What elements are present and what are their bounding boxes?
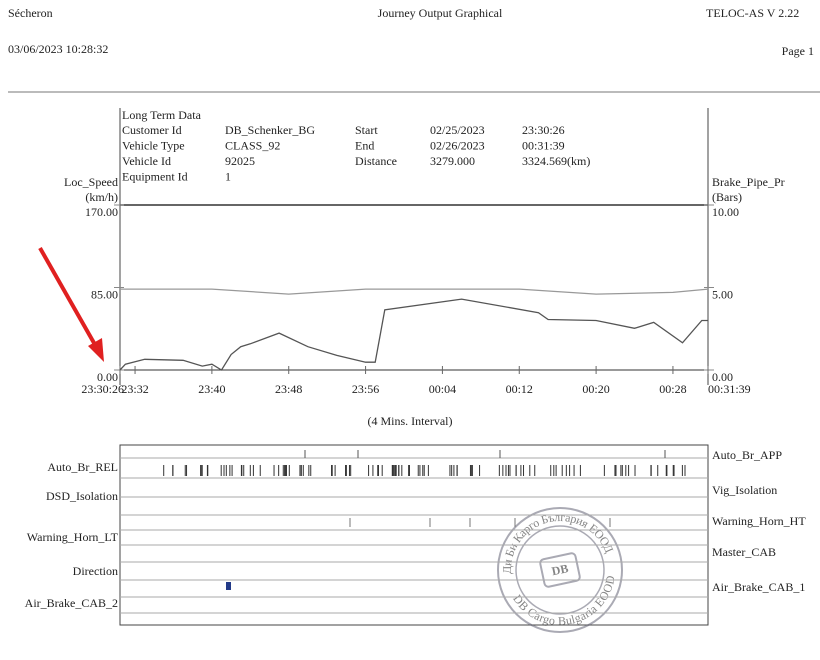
x-tick-label: 00:28 [659, 382, 686, 396]
info-cell: 23:30:26 [522, 123, 565, 137]
stamp-center: DB [550, 561, 569, 578]
series-line [119, 298, 708, 371]
x-tick-label: 23:56 [352, 382, 379, 396]
channel-label: Warning_Horn_LT [27, 530, 119, 544]
y-tick-label: 0.00 [97, 370, 118, 384]
y-axis-label: (km/h) [85, 190, 118, 204]
y2-tick-label: 5.00 [712, 287, 733, 301]
channel-label: Vig_Isolation [712, 483, 777, 497]
header-left: Sécheron [8, 6, 53, 20]
arrow-head [88, 338, 104, 362]
info-cell: 3324.569(km) [522, 154, 590, 168]
info-cell: 92025 [225, 154, 255, 168]
channel-label: Air_Brake_CAB_1 [712, 580, 805, 594]
x-axis-label: (4 Mins. Interval) [368, 414, 453, 428]
info-cell: Customer Id [122, 123, 182, 137]
stamp-ring [497, 507, 623, 633]
x-tick-label: 00:20 [582, 382, 609, 396]
x-tick-label: 23:32 [121, 382, 148, 396]
info-cell: End [355, 138, 374, 152]
y-axis-label: Loc_Speed [64, 175, 118, 189]
info-cell: Vehicle Type [122, 138, 185, 152]
channel-label: Air_Brake_CAB_2 [25, 596, 118, 610]
header-page: Page 1 [782, 44, 814, 58]
x-tick-label: 00:12 [506, 382, 533, 396]
x-tick-label: 23:30:26 [81, 382, 124, 396]
y2-tick-label: 0.00 [712, 370, 733, 384]
channel-frame [119, 444, 709, 626]
info-cell: 3279.000 [430, 154, 475, 168]
x-tick-label: 23:40 [198, 382, 225, 396]
info-cell: Distance [355, 154, 397, 168]
series-line [120, 288, 709, 295]
channel-label: DSD_Isolation [46, 489, 118, 503]
info-cell: 02/25/2023 [430, 123, 485, 137]
channel-label: Direction [73, 564, 118, 578]
stamp-logo [539, 552, 581, 588]
event-block [226, 582, 231, 590]
stamp-text: DB Cargo Bulgaria EOOD [509, 571, 626, 638]
x-tick-label: 00:04 [429, 382, 456, 396]
info-cell: CLASS_92 [225, 138, 280, 152]
arrow [38, 247, 100, 351]
info-cell: DB_Schenker_BG [225, 123, 315, 137]
info-title: Long Term Data [122, 108, 202, 122]
info-cell: 00:31:39 [522, 138, 565, 152]
channel-label: Master_CAB [712, 545, 776, 559]
y2-axis-label: Brake_Pipe_Pr [712, 175, 785, 189]
info-cell: 1 [225, 169, 231, 183]
x-tick-label: 23:48 [275, 382, 302, 396]
channel-label: Auto_Br_REL [47, 460, 118, 474]
header-date: 03/06/2023 10:28:32 [8, 42, 108, 56]
y2-axis-label: (Bars) [712, 190, 742, 204]
header-version: TELOC-AS V 2.22 [706, 6, 799, 20]
info-cell: 02/26/2023 [430, 138, 485, 152]
y-tick-label: 85.00 [91, 287, 118, 301]
info-cell: Equipment Id [122, 169, 188, 183]
header-title: Journey Output Graphical [378, 6, 503, 20]
x-tick-label: 00:31:39 [708, 382, 751, 396]
y-tick-label: 170.00 [85, 205, 118, 219]
channel-label: Warning_Horn_HT [712, 514, 806, 528]
stamp-text: DB Cargo Bulgaria EOOD [509, 571, 626, 638]
y2-tick-label: 10.00 [712, 205, 739, 219]
info-cell: Start [355, 123, 378, 137]
channel-label: Auto_Br_APP [712, 448, 782, 462]
info-cell: Vehicle Id [122, 154, 171, 168]
